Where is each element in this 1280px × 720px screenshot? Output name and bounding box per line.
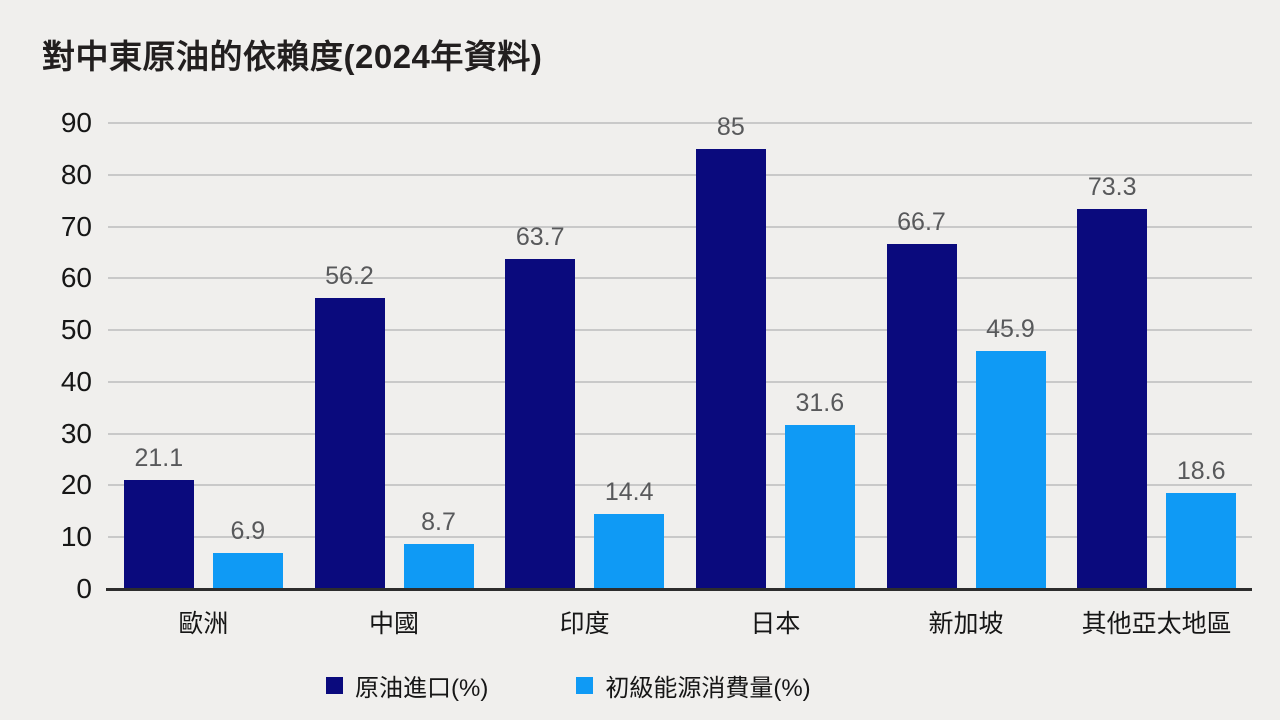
bar-value-label: 45.9 [986, 315, 1035, 344]
bar-value-label: 14.4 [604, 478, 654, 507]
x-axis-line [106, 588, 1252, 591]
bar-crude-import-4 [886, 243, 957, 589]
bar-crude-import-0 [123, 479, 194, 589]
bar-value-label: 21.1 [134, 443, 184, 472]
legend-swatch-icon [576, 677, 594, 694]
y-tick-label-90: 90 [60, 107, 92, 138]
legend-swatch-icon [326, 677, 343, 694]
x-category-label-0: 歐洲 [178, 610, 229, 638]
gridline-80 [108, 173, 1252, 176]
y-tick-label-60: 60 [60, 262, 92, 294]
x-category-label-1: 中國 [368, 610, 419, 638]
gridline-50 [108, 329, 1252, 332]
bar-value-label: 73.3 [1087, 173, 1137, 202]
bar-value-label: 6.9 [230, 517, 266, 546]
y-tick-label-50: 50 [60, 314, 92, 346]
legend-item-1: 初級能源消費量(%) [576, 668, 811, 703]
bar-primary-energy-0 [212, 553, 283, 589]
y-tick-label-40: 40 [60, 365, 92, 397]
legend-label-0: 原油進口(%) [355, 675, 489, 702]
y-tick-label-0: 0 [76, 573, 92, 604]
x-category-label-4: 新加坡 [928, 610, 1004, 638]
y-tick-label-20: 20 [60, 469, 92, 501]
bar-primary-energy-3 [784, 425, 855, 589]
bar-value-label: 18.6 [1176, 456, 1226, 485]
y-tick-label-30: 30 [60, 417, 92, 449]
x-category-label-5: 其他亞太地區 [1081, 610, 1232, 638]
bar-value-label: 8.7 [421, 507, 456, 536]
plot-area: 21.1 6.9 56.2 8.7 63.7 14.4 85 31.6 66.7 45.9 73.3… [106, 113, 1252, 591]
bar-value-label: 31.6 [795, 389, 845, 418]
bar-value-label: 63.7 [515, 223, 565, 252]
x-category-label-2: 印度 [559, 610, 610, 638]
gridline-70 [108, 225, 1252, 228]
bar-value-label: 85 [716, 112, 745, 141]
chart-title: 對中東原油的依賴度(2024年資料) [42, 38, 543, 75]
bar-crude-import-1 [314, 298, 385, 589]
bar-primary-energy-2 [594, 514, 665, 589]
gridline-20 [108, 484, 1252, 487]
bar-primary-energy-4 [975, 351, 1046, 589]
y-tick-label-80: 80 [60, 158, 92, 190]
x-axis-labels: 歐洲 中國 印度 日本 新加坡 其他亞太地區 [108, 604, 1252, 644]
y-tick-label-10: 10 [60, 521, 92, 553]
bar-crude-import-3 [695, 148, 766, 589]
legend-item-0: 原油進口(%) [326, 668, 488, 703]
bar-value-label: 56.2 [325, 262, 374, 291]
legend-label-1: 初級能源消費量(%) [605, 675, 811, 702]
y-tick-label-70: 70 [60, 210, 92, 242]
legend: 原油進口(%) 初級能源消費量(%) [326, 668, 811, 703]
bar-primary-energy-1 [403, 543, 474, 589]
bar-crude-import-2 [505, 259, 576, 589]
bar-primary-energy-5 [1166, 492, 1237, 589]
y-axis: 0 10 20 30 40 50 60 70 80 90 [0, 107, 92, 604]
gridline-40 [108, 380, 1252, 383]
bar-crude-import-5 [1077, 209, 1148, 589]
gridline-30 [108, 432, 1252, 435]
gridline-90 [108, 122, 1252, 124]
x-category-label-3: 日本 [750, 610, 801, 638]
gridline-60 [108, 277, 1252, 280]
bar-value-label: 66.7 [897, 207, 946, 236]
gridline-10 [108, 536, 1252, 539]
